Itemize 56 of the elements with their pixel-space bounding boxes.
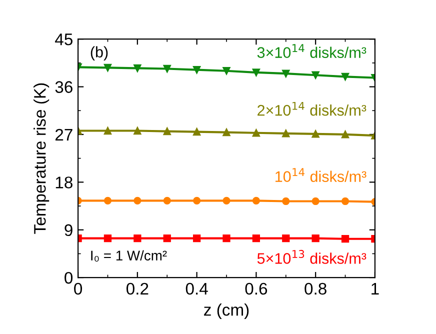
point	[192, 66, 201, 74]
point	[134, 234, 142, 242]
point	[104, 64, 112, 72]
x-tick-label: 1	[372, 283, 379, 294]
point	[192, 128, 201, 136]
annotation: I₀ = 1 W/cm²	[91, 250, 167, 262]
series-label: 3×10$^{14}$ disks/m³	[257, 44, 366, 58]
point	[252, 196, 260, 205]
point	[252, 129, 260, 137]
point	[192, 196, 201, 205]
point	[163, 127, 171, 136]
point	[341, 197, 350, 206]
point	[312, 197, 320, 206]
series-label: 2×10$^{14}$ disks/m³	[258, 102, 366, 116]
point	[252, 68, 260, 76]
point	[163, 64, 171, 73]
point	[312, 234, 320, 242]
point	[341, 130, 350, 138]
y-tick-label: 18	[56, 176, 72, 188]
series-label: 10$^{14}$ disks/m³	[276, 168, 366, 182]
x-tick-label: 0.2	[126, 282, 148, 295]
x-tick-label: 0.8	[304, 282, 326, 295]
point	[104, 196, 112, 205]
point	[312, 71, 320, 79]
point	[341, 235, 350, 243]
point	[192, 234, 201, 242]
point	[222, 196, 230, 205]
y-tick-label: 0	[64, 272, 73, 284]
point	[282, 130, 290, 138]
point	[134, 64, 142, 72]
y-tick-label: 27	[55, 128, 72, 141]
point	[282, 70, 290, 78]
point	[104, 126, 112, 135]
x-axis-title: z (cm)	[204, 304, 249, 320]
point	[282, 234, 290, 242]
y-tick-label: 36	[55, 81, 72, 93]
y-tick-label: 45	[55, 34, 72, 46]
series-label: 5×10$^{13}$ disks/m³	[257, 250, 366, 264]
annotation: (b)	[90, 46, 108, 60]
x-tick-label: 0.6	[245, 282, 268, 295]
point	[163, 234, 171, 242]
point	[163, 196, 171, 205]
y-axis-title: Temperature rise (K)	[34, 83, 50, 234]
point	[222, 234, 230, 242]
x-tick-label: 0	[74, 282, 82, 295]
point	[282, 197, 290, 206]
point	[134, 126, 142, 135]
point	[222, 128, 230, 136]
point	[134, 196, 142, 205]
y-tick-label: 9	[64, 224, 72, 236]
point	[222, 67, 230, 75]
point	[252, 234, 260, 242]
point	[104, 234, 112, 242]
point	[341, 72, 350, 81]
point	[312, 130, 320, 138]
x-tick-label: 0.4	[186, 282, 208, 295]
